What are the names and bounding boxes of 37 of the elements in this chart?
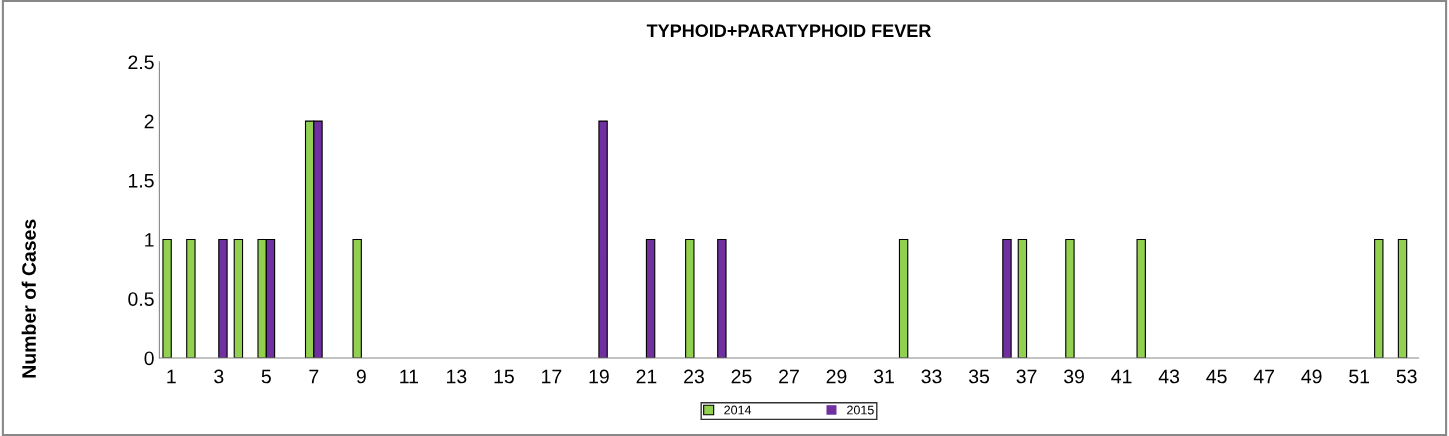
x-tick-label: 21 [636, 369, 657, 384]
x-tick-label: 33 [921, 369, 942, 384]
x-tick-label: 17 [542, 369, 562, 384]
x-tick-label: 47 [1253, 369, 1274, 384]
x-tick-label: 19 [589, 369, 609, 384]
x-tick-label: 23 [684, 369, 704, 384]
y-axis-title: Number of Cases [21, 219, 36, 378]
chart-title: TYPHOID+PARATYPHOID FEVER [646, 24, 931, 38]
y-tick-label: 0.5 [128, 292, 154, 306]
x-tick-label: 37 [1016, 369, 1037, 384]
x-tick-label: 51 [1349, 369, 1370, 384]
x-tick-label: 43 [1158, 369, 1180, 384]
x-tick-label: 41 [1111, 369, 1132, 384]
x-tick-label: 39 [1064, 369, 1084, 384]
legend-label: 2015 [847, 405, 874, 415]
x-tick-label: 25 [731, 369, 752, 384]
x-tick-label: 29 [826, 369, 847, 384]
y-tick-label: 0 [144, 351, 154, 366]
x-tick-label: 7 [309, 369, 319, 384]
x-tick-label: 31 [873, 369, 894, 384]
x-tick-label: 27 [779, 369, 799, 384]
y-tick-label: 1.5 [128, 174, 154, 188]
x-tick-label: 5 [261, 369, 271, 384]
x-tick-label: 9 [356, 369, 366, 384]
x-tick-label: 13 [447, 369, 467, 384]
x-tick-label: 49 [1301, 369, 1322, 384]
y-tick-label: 2.5 [128, 55, 154, 70]
y-tick-label: 1 [145, 233, 154, 247]
y-tick-label: 2 [144, 114, 154, 129]
x-tick-label: 11 [400, 369, 418, 384]
x-tick-label: 15 [494, 369, 514, 384]
legend-label: 2014 [724, 405, 752, 415]
x-tick-label: 1 [167, 369, 176, 384]
x-tick-label: 35 [968, 369, 990, 384]
x-tick-label: 53 [1396, 369, 1417, 384]
x-tick-label: 45 [1206, 369, 1227, 384]
x-tick-label: 3 [214, 369, 224, 384]
